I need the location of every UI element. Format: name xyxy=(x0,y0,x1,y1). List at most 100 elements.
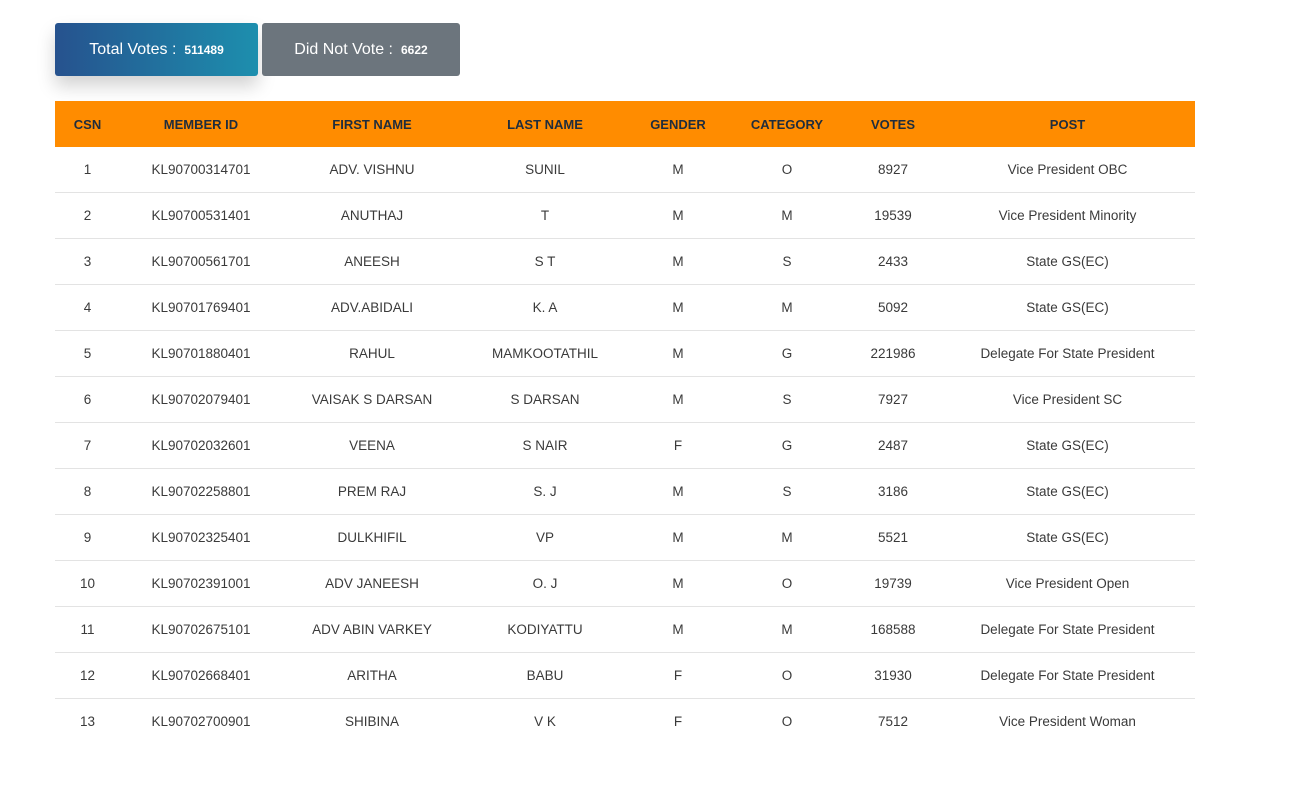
cell-category: M xyxy=(728,192,846,239)
cell-first-name: RAHUL xyxy=(282,330,462,377)
cell-last-name: T xyxy=(462,192,628,239)
cell-post: Vice President SC xyxy=(940,376,1195,423)
cell-votes: 19539 xyxy=(846,192,940,239)
cell-votes: 19739 xyxy=(846,560,940,607)
cell-csn: 5 xyxy=(55,330,120,377)
cell-last-name: S DARSAN xyxy=(462,376,628,423)
header-first-name: FIRST NAME xyxy=(332,116,412,132)
total-votes-value: 511489 xyxy=(184,42,224,57)
cell-gender: F xyxy=(628,652,728,699)
cell-post: State GS(EC) xyxy=(940,514,1195,561)
cell-member-id: KL90702391001 xyxy=(120,560,282,607)
cell-first-name: PREM RAJ xyxy=(282,468,462,515)
cell-post: State GS(EC) xyxy=(940,284,1195,331)
header-category: CATEGORY xyxy=(750,116,824,132)
cell-votes: 31930 xyxy=(846,652,940,699)
cell-last-name: K. A xyxy=(462,284,628,331)
cell-post: Vice President Open xyxy=(940,560,1195,607)
header-last-name: LAST NAME xyxy=(507,116,583,132)
cell-first-name: ANUTHAJ xyxy=(282,192,462,239)
cell-first-name: DULKHIFIL xyxy=(282,514,462,561)
did-not-vote-badge: Did Not Vote : 6622 xyxy=(262,23,460,76)
cell-votes: 8927 xyxy=(846,147,940,193)
cell-last-name: S. J xyxy=(462,468,628,515)
cell-category: S xyxy=(728,376,846,423)
cell-votes: 7927 xyxy=(846,376,940,423)
header-post: POST xyxy=(1049,116,1086,132)
cell-post: Vice President Minority xyxy=(940,192,1195,239)
cell-gender: M xyxy=(628,284,728,331)
cell-csn: 12 xyxy=(55,652,120,699)
cell-csn: 6 xyxy=(55,376,120,423)
table-body: 1 KL90700314701 ADV. VISHNU SUNIL M O 8927 Vice… xyxy=(55,147,1195,744)
table-row: 10 KL90702391001 ADV JANEESH O. J M O 19739 Vic… xyxy=(55,560,1195,607)
cell-votes: 5521 xyxy=(846,514,940,561)
cell-votes: 5092 xyxy=(846,284,940,331)
cell-last-name: V K xyxy=(534,714,556,729)
total-votes-badge: Total Votes : 511489 xyxy=(55,23,258,76)
cell-post: Delegate For State President xyxy=(940,606,1195,653)
cell-gender: M xyxy=(628,468,728,515)
cell-gender: M xyxy=(628,560,728,607)
cell-gender: M xyxy=(628,330,728,377)
cell-votes: 2487 xyxy=(846,422,940,469)
cell-category: G xyxy=(728,422,846,469)
table-row: 7 KL90702032601 VEENA S NAIR F G 2487 State GS(… xyxy=(55,422,1195,469)
cell-first-name: VAISAK S DARSAN xyxy=(282,376,462,423)
table-row: 13 KL90702700901 SHIBINA V K F O 7512 Vice Pres… xyxy=(55,699,1195,745)
cell-post: State GS(EC) xyxy=(940,422,1195,469)
cell-member-id: KL90702700901 xyxy=(151,714,251,729)
header-csn: CSN xyxy=(73,116,102,132)
cell-first-name: ADV. VISHNU xyxy=(282,147,462,193)
cell-last-name: BABU xyxy=(462,652,628,699)
cell-member-id: KL90702258801 xyxy=(120,468,282,515)
cell-category: S xyxy=(728,238,846,285)
cell-member-id: KL90702675101 xyxy=(120,606,282,653)
cell-votes: 221986 xyxy=(846,330,940,377)
cell-post: Vice President Woman xyxy=(999,714,1136,729)
cell-member-id: KL90702668401 xyxy=(120,652,282,699)
results-table: CSN MEMBER ID FIRST NAME LAST NAME GENDE… xyxy=(55,101,1195,744)
cell-category: O xyxy=(728,147,846,193)
total-votes-label: Total Votes : xyxy=(89,40,177,58)
cell-csn: 4 xyxy=(55,284,120,331)
cell-first-name: SHIBINA xyxy=(344,714,399,729)
cell-last-name: VP xyxy=(462,514,628,561)
cell-member-id: KL90700314701 xyxy=(120,147,282,193)
table-header-row: CSN MEMBER ID FIRST NAME LAST NAME GENDE… xyxy=(55,101,1195,147)
cell-category: M xyxy=(728,284,846,331)
table-row: 3 KL90700561701 ANEESH S T M S 2433 State GS(EC… xyxy=(55,238,1195,285)
cell-gender: F xyxy=(673,714,683,729)
cell-last-name: S T xyxy=(462,238,628,285)
cell-csn: 3 xyxy=(55,238,120,285)
cell-votes: 168588 xyxy=(846,606,940,653)
table-row: 1 KL90700314701 ADV. VISHNU SUNIL M O 8927 Vice… xyxy=(55,147,1195,193)
cell-first-name: ADV JANEESH xyxy=(282,560,462,607)
cell-category: M xyxy=(728,514,846,561)
cell-member-id: KL90701769401 xyxy=(120,284,282,331)
cell-csn: 11 xyxy=(55,606,120,653)
cell-first-name: ADV ABIN VARKEY xyxy=(282,606,462,653)
cell-gender: M xyxy=(628,238,728,285)
cell-gender: M xyxy=(628,147,728,193)
cell-post: Delegate For State President xyxy=(940,330,1195,377)
cell-post: State GS(EC) xyxy=(940,468,1195,515)
cell-member-id: KL90702032601 xyxy=(120,422,282,469)
results-table-container: CSN MEMBER ID FIRST NAME LAST NAME GENDE… xyxy=(55,101,1195,744)
cell-post: State GS(EC) xyxy=(940,238,1195,285)
header-votes: VOTES xyxy=(870,116,916,132)
cell-post: Delegate For State President xyxy=(940,652,1195,699)
cell-category: O xyxy=(728,652,846,699)
cell-gender: F xyxy=(628,422,728,469)
cell-gender: M xyxy=(628,606,728,653)
cell-csn: 8 xyxy=(55,468,120,515)
cell-last-name: KODIYATTU xyxy=(462,606,628,653)
table-row: 11 KL90702675101 ADV ABIN VARKEY KODIYATTU M… xyxy=(55,606,1195,653)
cell-last-name: SUNIL xyxy=(462,147,628,193)
cell-category: G xyxy=(728,330,846,377)
cell-category: S xyxy=(728,468,846,515)
cell-category: O xyxy=(728,560,846,607)
cell-first-name: ARITHA xyxy=(282,652,462,699)
cell-votes: 7512 xyxy=(877,714,909,729)
table-row: 4 KL90701769401 ADV.ABIDALI K. A M M 5092 State… xyxy=(55,284,1195,331)
